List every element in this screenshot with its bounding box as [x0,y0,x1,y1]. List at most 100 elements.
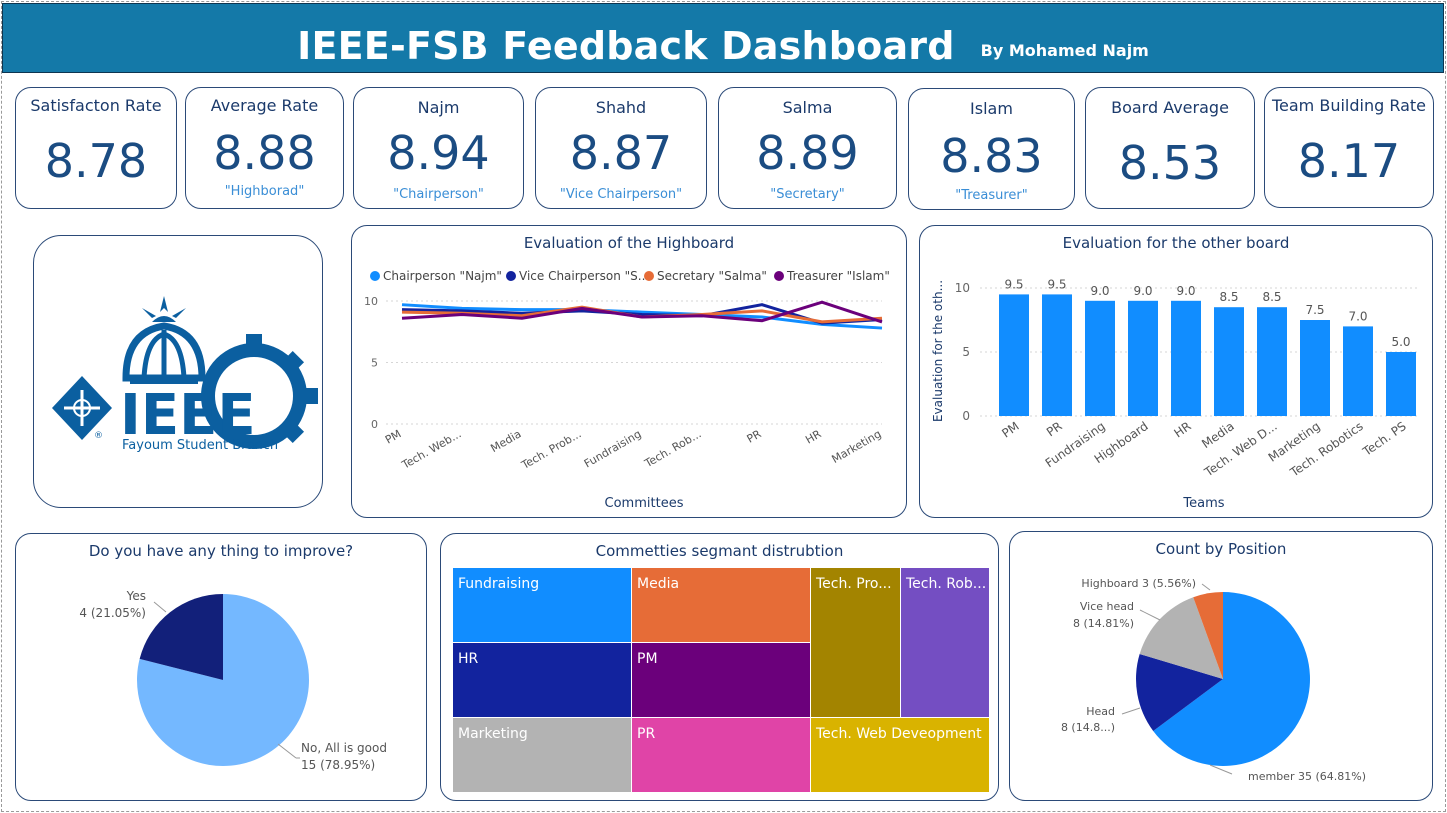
x-tick-label: Tech. Web D... [1201,419,1280,480]
x-axis-label: Committees [605,496,684,511]
pie-detail: member 35 (64.81%) [1248,770,1366,783]
series-line [401,300,883,324]
bar [1042,294,1072,416]
treemap-cell-tech-problem[interactable]: Tech. Pro... [811,568,900,717]
kpi-label: Shahd [595,98,647,117]
bar [1128,300,1158,416]
x-tick-label: Tech. Prob... [518,427,583,472]
x-tick-label: PM [383,427,403,446]
other-board-bar-chart-card[interactable]: Evaluation for the other board 0 5 10 9.5 9… [919,225,1433,518]
treemap-cell-tech-robotics[interactable]: Tech. Rob... [901,568,989,717]
leader-line [153,601,167,613]
bar-value-label: 9.0 [1133,284,1152,298]
kpi-value: 8.78 [44,134,148,188]
kpi-card-islam[interactable]: Islam 8.83 "Treasurer" [908,88,1075,210]
legend-marker [644,271,654,281]
treemap-cell-pr[interactable]: PR [632,718,810,792]
kpi-label: Najm [417,98,460,117]
treemap-cell-marketing[interactable]: Marketing [453,718,631,792]
treemap-cell-media[interactable]: Media [632,568,810,642]
bar-value-label: 7.5 [1305,303,1324,317]
x-tick-label: Tech. Robotics [1287,419,1366,480]
kpi-sub: "Vice Chairperson" [559,187,683,202]
treemap-cell-fundraising[interactable]: Fundraising [453,568,631,642]
logo-registered-mark: ® [94,431,103,441]
kpi-sub: "Chairperson" [393,187,484,202]
kpi-value: 8.94 [387,126,490,180]
pie-label: No, All is good [301,741,387,755]
chart-title: Commetties segmant distrubtion [595,542,844,560]
kpi-value: 8.87 [569,126,673,180]
pie-detail: 4 (21.05%) [79,606,146,620]
kpi-label: Average Rate [210,96,319,115]
pie-slice [1136,654,1223,731]
pie-label: Head [1086,705,1115,718]
legend-marker [506,271,516,281]
y-tick-label: 10 [364,295,378,308]
position-pie-card[interactable]: Count by Position member 35 (64.81%) Head… [1009,531,1433,801]
bar-chart: 0 5 10 9.5 9.5 9.0 9.0 9.0 8.5 8.5 7.5 7.0 5.0 PM PR… [931,277,1420,511]
kpi-sub: "Secretary" [770,187,845,202]
kpi-card-team-building[interactable]: Team Building Rate 8.17 [1264,87,1434,208]
leader-line [277,743,297,759]
bar [1300,320,1330,416]
x-tick-label: PR [1044,419,1065,439]
bar-value-label: 9.5 [1047,277,1066,291]
legend-marker [370,271,380,281]
kpi-label: Satisfacton Rate [30,96,162,115]
x-tick-label: Media [488,427,523,455]
treemap-cell-hr[interactable]: HR [453,643,631,717]
x-tick-label: Tech. Rob... [642,427,704,470]
improve-pie-card[interactable]: Do you have any thing to improve? No, Al… [15,533,427,801]
pie-detail: 8 (14.81%) [1073,617,1134,630]
dome-icon [122,296,206,384]
dashboard-author: By Mohamed Najm [980,41,1149,60]
kpi-card-shahd[interactable]: Shahd 8.87 "Vice Chairperson" [535,87,707,209]
chart-title: Do you have any thing to improve? [88,542,354,560]
pie-detail: Highboard 3 (5.56%) [1081,577,1196,590]
highboard-line-chart-card[interactable]: Evaluation of the Highboard Chairperson … [351,225,907,518]
bar-value-label: 7.0 [1348,309,1367,323]
chart-title: Count by Position [1155,540,1287,558]
kpi-label: Team Building Rate [1271,96,1427,115]
committees-treemap-card[interactable]: Commetties segmant distrubtion Fundraisi… [440,533,999,801]
ieee-logo: IEEE ® Fayoum Student Branch [52,296,318,453]
x-tick-label: HR [1171,419,1193,440]
treemap-cell-pm[interactable]: PM [632,643,810,717]
leader-line [1139,609,1161,621]
y-tick-label: 5 [962,345,970,359]
leader-line [1121,707,1141,715]
pie-label: Yes [126,589,146,603]
leader-line [1201,583,1211,591]
kpi-card-average-rate[interactable]: Average Rate 8.88 "Highborad" [185,87,344,209]
pie-detail: 8 (14.8...) [1061,721,1115,734]
gear-icon [201,334,318,449]
treemap-cell-tech-web[interactable]: Tech. Web Deveopment [811,718,989,792]
logo-main-text: IEEE [120,383,256,448]
bar [1343,326,1373,416]
x-tick-label: HR [803,427,824,446]
bar-value-label: 9.0 [1090,284,1109,298]
pie-slice [1193,592,1223,679]
kpi-card-board-average[interactable]: Board Average 8.53 [1085,87,1255,209]
position-pie-chart: member 35 (64.81%) Head 8 (14.8...) Vice he… [1061,577,1366,783]
kpi-card-salma[interactable]: Salma 8.89 "Secretary" [718,87,897,209]
bar [1171,300,1201,416]
kpi-value: 8.88 [213,126,316,180]
improve-pie-chart: No, All is good 15 (78.95%) Yes 4 (21.05%) [79,589,387,772]
bar-value-label: 8.5 [1219,290,1238,304]
kpi-label: Board Average [1111,98,1229,117]
bar [1214,307,1244,416]
legend-label: Vice Chairperson "S... [519,269,649,283]
bar-value-label: 8.5 [1262,290,1281,304]
y-tick-label: 5 [371,357,378,370]
kpi-value: 8.53 [1118,136,1222,190]
y-tick-label: 0 [371,418,378,431]
x-axis-label: Teams [1182,496,1224,511]
bar-value-label: 9.0 [1176,284,1195,298]
kpi-card-najm[interactable]: Najm 8.94 "Chairperson" [353,87,524,209]
series-line [401,303,883,330]
kpi-card-satisfaction[interactable]: Satisfacton Rate 8.78 [15,87,177,209]
line-chart: Chairperson "Najm" Vice Chairperson "S...… [364,269,890,511]
kpi-value: 8.83 [940,129,1043,183]
